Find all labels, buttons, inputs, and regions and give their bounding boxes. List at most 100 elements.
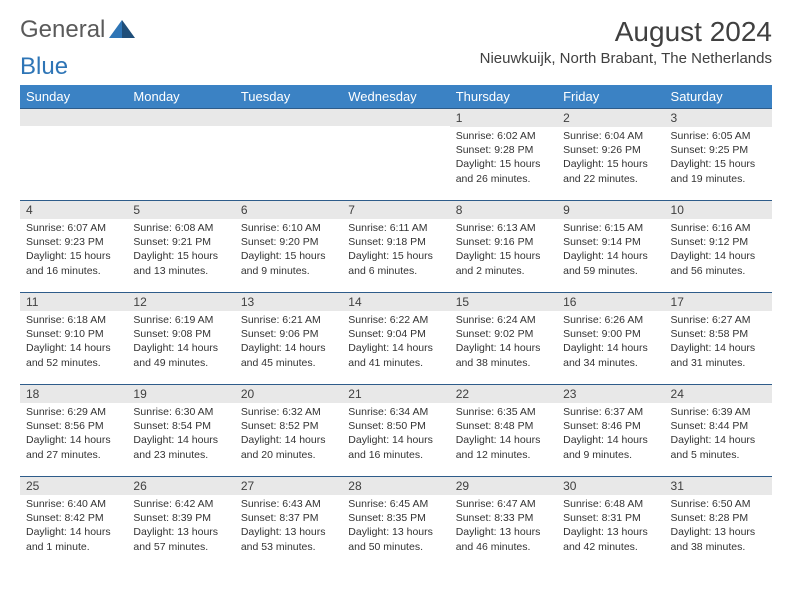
daylight-text: Daylight: 15 hours and 19 minutes.: [671, 157, 766, 185]
day-number: 21: [342, 384, 449, 403]
calendar-day-cell: 12Sunrise: 6:19 AMSunset: 9:08 PMDayligh…: [127, 292, 234, 384]
day-content: Sunrise: 6:19 AMSunset: 9:08 PMDaylight:…: [127, 311, 234, 374]
daylight-text: Daylight: 13 hours and 42 minutes.: [563, 525, 658, 553]
day-number: 3: [665, 108, 772, 127]
weekday-header: Saturday: [665, 85, 772, 108]
sunrise-text: Sunrise: 6:04 AM: [563, 129, 658, 143]
day-number: 11: [20, 292, 127, 311]
day-number: 13: [235, 292, 342, 311]
calendar-table: SundayMondayTuesdayWednesdayThursdayFrid…: [20, 85, 772, 568]
sunset-text: Sunset: 9:21 PM: [133, 235, 228, 249]
month-title: August 2024: [480, 16, 772, 48]
calendar-day-cell: [342, 108, 449, 200]
logo: General: [20, 16, 137, 44]
calendar-day-cell: 21Sunrise: 6:34 AMSunset: 8:50 PMDayligh…: [342, 384, 449, 476]
sunset-text: Sunset: 8:42 PM: [26, 511, 121, 525]
daylight-text: Daylight: 15 hours and 16 minutes.: [26, 249, 121, 277]
daylight-text: Daylight: 15 hours and 26 minutes.: [456, 157, 551, 185]
calendar-day-cell: 3Sunrise: 6:05 AMSunset: 9:25 PMDaylight…: [665, 108, 772, 200]
daylight-text: Daylight: 14 hours and 49 minutes.: [133, 341, 228, 369]
sunrise-text: Sunrise: 6:21 AM: [241, 313, 336, 327]
sunset-text: Sunset: 8:52 PM: [241, 419, 336, 433]
day-number: [20, 108, 127, 126]
daylight-text: Daylight: 14 hours and 52 minutes.: [26, 341, 121, 369]
sunrise-text: Sunrise: 6:10 AM: [241, 221, 336, 235]
sunrise-text: Sunrise: 6:11 AM: [348, 221, 443, 235]
calendar-week-row: 18Sunrise: 6:29 AMSunset: 8:56 PMDayligh…: [20, 384, 772, 476]
weekday-header: Sunday: [20, 85, 127, 108]
calendar-day-cell: 19Sunrise: 6:30 AMSunset: 8:54 PMDayligh…: [127, 384, 234, 476]
day-number: 15: [450, 292, 557, 311]
sunrise-text: Sunrise: 6:39 AM: [671, 405, 766, 419]
day-content: Sunrise: 6:08 AMSunset: 9:21 PMDaylight:…: [127, 219, 234, 282]
sunrise-text: Sunrise: 6:08 AM: [133, 221, 228, 235]
daylight-text: Daylight: 14 hours and 34 minutes.: [563, 341, 658, 369]
calendar-day-cell: 9Sunrise: 6:15 AMSunset: 9:14 PMDaylight…: [557, 200, 664, 292]
day-number: 18: [20, 384, 127, 403]
day-number: 7: [342, 200, 449, 219]
daylight-text: Daylight: 14 hours and 1 minute.: [26, 525, 121, 553]
day-content: Sunrise: 6:34 AMSunset: 8:50 PMDaylight:…: [342, 403, 449, 466]
day-content: Sunrise: 6:30 AMSunset: 8:54 PMDaylight:…: [127, 403, 234, 466]
daylight-text: Daylight: 13 hours and 50 minutes.: [348, 525, 443, 553]
sunrise-text: Sunrise: 6:32 AM: [241, 405, 336, 419]
sunset-text: Sunset: 8:39 PM: [133, 511, 228, 525]
day-number: 19: [127, 384, 234, 403]
weekday-header: Monday: [127, 85, 234, 108]
day-number: 4: [20, 200, 127, 219]
day-content: Sunrise: 6:29 AMSunset: 8:56 PMDaylight:…: [20, 403, 127, 466]
calendar-day-cell: 6Sunrise: 6:10 AMSunset: 9:20 PMDaylight…: [235, 200, 342, 292]
day-number: 20: [235, 384, 342, 403]
sunrise-text: Sunrise: 6:43 AM: [241, 497, 336, 511]
daylight-text: Daylight: 14 hours and 41 minutes.: [348, 341, 443, 369]
day-number: 30: [557, 476, 664, 495]
day-number: 31: [665, 476, 772, 495]
calendar-day-cell: [127, 108, 234, 200]
calendar-day-cell: 13Sunrise: 6:21 AMSunset: 9:06 PMDayligh…: [235, 292, 342, 384]
calendar-day-cell: 22Sunrise: 6:35 AMSunset: 8:48 PMDayligh…: [450, 384, 557, 476]
day-number: 28: [342, 476, 449, 495]
calendar-day-cell: 15Sunrise: 6:24 AMSunset: 9:02 PMDayligh…: [450, 292, 557, 384]
sunrise-text: Sunrise: 6:30 AM: [133, 405, 228, 419]
sunrise-text: Sunrise: 6:37 AM: [563, 405, 658, 419]
daylight-text: Daylight: 14 hours and 12 minutes.: [456, 433, 551, 461]
daylight-text: Daylight: 14 hours and 27 minutes.: [26, 433, 121, 461]
weekday-header: Wednesday: [342, 85, 449, 108]
sunset-text: Sunset: 8:50 PM: [348, 419, 443, 433]
daylight-text: Daylight: 15 hours and 6 minutes.: [348, 249, 443, 277]
day-content: Sunrise: 6:39 AMSunset: 8:44 PMDaylight:…: [665, 403, 772, 466]
sunrise-text: Sunrise: 6:34 AM: [348, 405, 443, 419]
sunrise-text: Sunrise: 6:35 AM: [456, 405, 551, 419]
calendar-body: 1Sunrise: 6:02 AMSunset: 9:28 PMDaylight…: [20, 108, 772, 568]
calendar-day-cell: 31Sunrise: 6:50 AMSunset: 8:28 PMDayligh…: [665, 476, 772, 568]
daylight-text: Daylight: 15 hours and 22 minutes.: [563, 157, 658, 185]
day-number: 25: [20, 476, 127, 495]
daylight-text: Daylight: 14 hours and 9 minutes.: [563, 433, 658, 461]
day-number: 17: [665, 292, 772, 311]
daylight-text: Daylight: 14 hours and 59 minutes.: [563, 249, 658, 277]
day-content: Sunrise: 6:21 AMSunset: 9:06 PMDaylight:…: [235, 311, 342, 374]
calendar-day-cell: 20Sunrise: 6:32 AMSunset: 8:52 PMDayligh…: [235, 384, 342, 476]
sunset-text: Sunset: 9:02 PM: [456, 327, 551, 341]
day-number: 12: [127, 292, 234, 311]
sunset-text: Sunset: 9:00 PM: [563, 327, 658, 341]
day-content: Sunrise: 6:50 AMSunset: 8:28 PMDaylight:…: [665, 495, 772, 558]
day-number: [342, 108, 449, 126]
logo-triangle-icon: [109, 18, 135, 43]
day-content: Sunrise: 6:37 AMSunset: 8:46 PMDaylight:…: [557, 403, 664, 466]
day-content: Sunrise: 6:16 AMSunset: 9:12 PMDaylight:…: [665, 219, 772, 282]
calendar-day-cell: 8Sunrise: 6:13 AMSunset: 9:16 PMDaylight…: [450, 200, 557, 292]
day-content: Sunrise: 6:48 AMSunset: 8:31 PMDaylight:…: [557, 495, 664, 558]
day-number: [235, 108, 342, 126]
day-number: 10: [665, 200, 772, 219]
sunrise-text: Sunrise: 6:22 AM: [348, 313, 443, 327]
sunset-text: Sunset: 8:35 PM: [348, 511, 443, 525]
sunrise-text: Sunrise: 6:13 AM: [456, 221, 551, 235]
sunset-text: Sunset: 9:20 PM: [241, 235, 336, 249]
weekday-header: Tuesday: [235, 85, 342, 108]
calendar-day-cell: [235, 108, 342, 200]
day-number: 1: [450, 108, 557, 127]
daylight-text: Daylight: 14 hours and 31 minutes.: [671, 341, 766, 369]
logo-text-blue: Blue: [20, 53, 772, 81]
sunrise-text: Sunrise: 6:40 AM: [26, 497, 121, 511]
